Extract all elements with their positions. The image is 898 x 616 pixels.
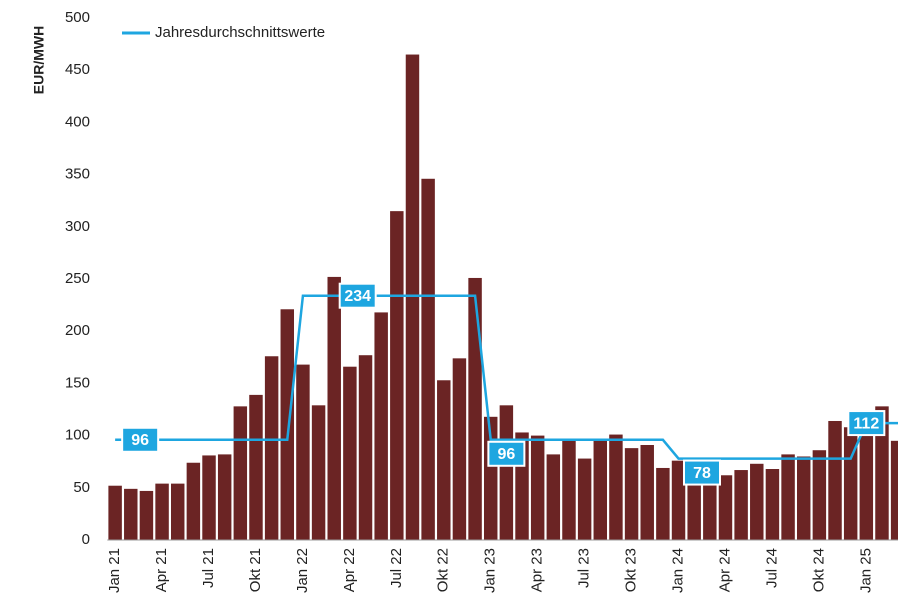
y-tick-label: 250 — [65, 270, 90, 287]
legend-label: Jahresdurchschnittswerte — [155, 24, 325, 41]
average-label: 234 — [338, 282, 377, 309]
x-tick-label: Jul 21 — [200, 548, 217, 588]
bar — [155, 483, 169, 540]
average-label-text: 78 — [693, 465, 711, 482]
x-tick-label: Jan 25 — [857, 548, 874, 593]
bar — [703, 477, 717, 540]
bar — [671, 460, 686, 540]
average-label-text: 96 — [497, 446, 515, 463]
average-label: 96 — [121, 426, 160, 453]
bar — [139, 490, 154, 540]
x-tick-label: Jan 23 — [482, 548, 499, 593]
bar — [186, 462, 201, 540]
average-label-text: 234 — [344, 288, 371, 305]
x-tick-label: Jan 24 — [669, 548, 686, 593]
x-tick-label: Jan 21 — [106, 548, 123, 593]
bar — [343, 366, 357, 540]
bar — [530, 435, 545, 540]
y-tick-label: 100 — [65, 427, 90, 444]
x-tick-label: Okt 24 — [810, 548, 827, 592]
bar — [468, 277, 482, 540]
bar — [718, 475, 733, 540]
y-axis-label: EUR/MWH — [31, 26, 47, 94]
y-tick-label: 400 — [65, 113, 90, 130]
bar — [828, 420, 842, 540]
y-tick-label: 350 — [65, 166, 90, 183]
average-label-box — [338, 282, 377, 309]
y-tick-label: 50 — [73, 479, 90, 496]
bar — [750, 463, 764, 540]
x-tick-label: Jul 23 — [576, 548, 593, 588]
average-line — [115, 294, 898, 460]
bar — [593, 439, 608, 540]
average-label-text: 112 — [853, 415, 879, 432]
bar — [796, 456, 811, 540]
x-tick-label: Jul 22 — [388, 548, 405, 588]
x-tick-label: Jan 22 — [294, 548, 311, 593]
bar — [421, 178, 435, 540]
y-tick-label: 450 — [65, 61, 90, 78]
bar — [734, 470, 748, 540]
bar — [202, 455, 216, 540]
bar — [280, 309, 295, 540]
bar — [217, 454, 232, 540]
bar — [687, 475, 701, 540]
average-label: 78 — [683, 459, 721, 486]
average-label-text: 96 — [131, 432, 149, 449]
bar — [843, 427, 858, 540]
x-tick-label: Apr 24 — [716, 548, 733, 592]
average-label: 96 — [487, 440, 526, 467]
bar — [812, 450, 827, 540]
x-tick-label: Okt 21 — [247, 548, 264, 592]
bar — [890, 440, 898, 540]
x-tick-label: Jul 24 — [763, 548, 780, 588]
legend: Jahresdurchschnittswerte — [122, 24, 325, 41]
average-label-box — [121, 426, 160, 453]
bar — [437, 380, 451, 540]
bar — [249, 394, 263, 540]
bar — [562, 440, 576, 540]
bar — [358, 355, 373, 540]
average-label-box — [487, 440, 526, 467]
x-tick-label: Apr 22 — [341, 548, 358, 592]
x-tick-label: Apr 23 — [529, 548, 546, 592]
bar — [390, 211, 404, 540]
bar — [452, 358, 467, 540]
x-tick-label: Apr 21 — [153, 548, 170, 592]
bar — [264, 356, 279, 540]
bar — [859, 431, 874, 540]
y-tick-label: 150 — [65, 374, 90, 391]
bar — [108, 485, 122, 540]
bar — [405, 54, 420, 540]
bar — [624, 448, 639, 540]
x-tick-label: Okt 22 — [435, 548, 452, 592]
bar — [546, 454, 561, 540]
bar — [875, 406, 889, 540]
bar — [233, 406, 248, 540]
bar — [499, 405, 514, 540]
bar — [327, 276, 341, 540]
average-label-box — [683, 459, 721, 486]
bar — [577, 458, 592, 540]
average-label-box — [847, 410, 886, 437]
y-tick-label: 300 — [65, 218, 90, 235]
y-tick-label: 500 — [65, 9, 90, 26]
bar — [296, 364, 310, 540]
bar — [640, 444, 654, 540]
bar — [170, 483, 185, 540]
average-label: 112 — [847, 410, 886, 437]
y-tick-label: 200 — [65, 322, 90, 339]
bar — [311, 405, 326, 540]
bar — [656, 467, 670, 540]
bar — [765, 469, 780, 540]
y-tick-label: 0 — [82, 531, 90, 548]
bar — [781, 454, 795, 540]
bar — [609, 434, 623, 540]
bar — [124, 488, 138, 540]
bar — [374, 312, 388, 540]
x-tick-label: Okt 23 — [623, 548, 640, 592]
